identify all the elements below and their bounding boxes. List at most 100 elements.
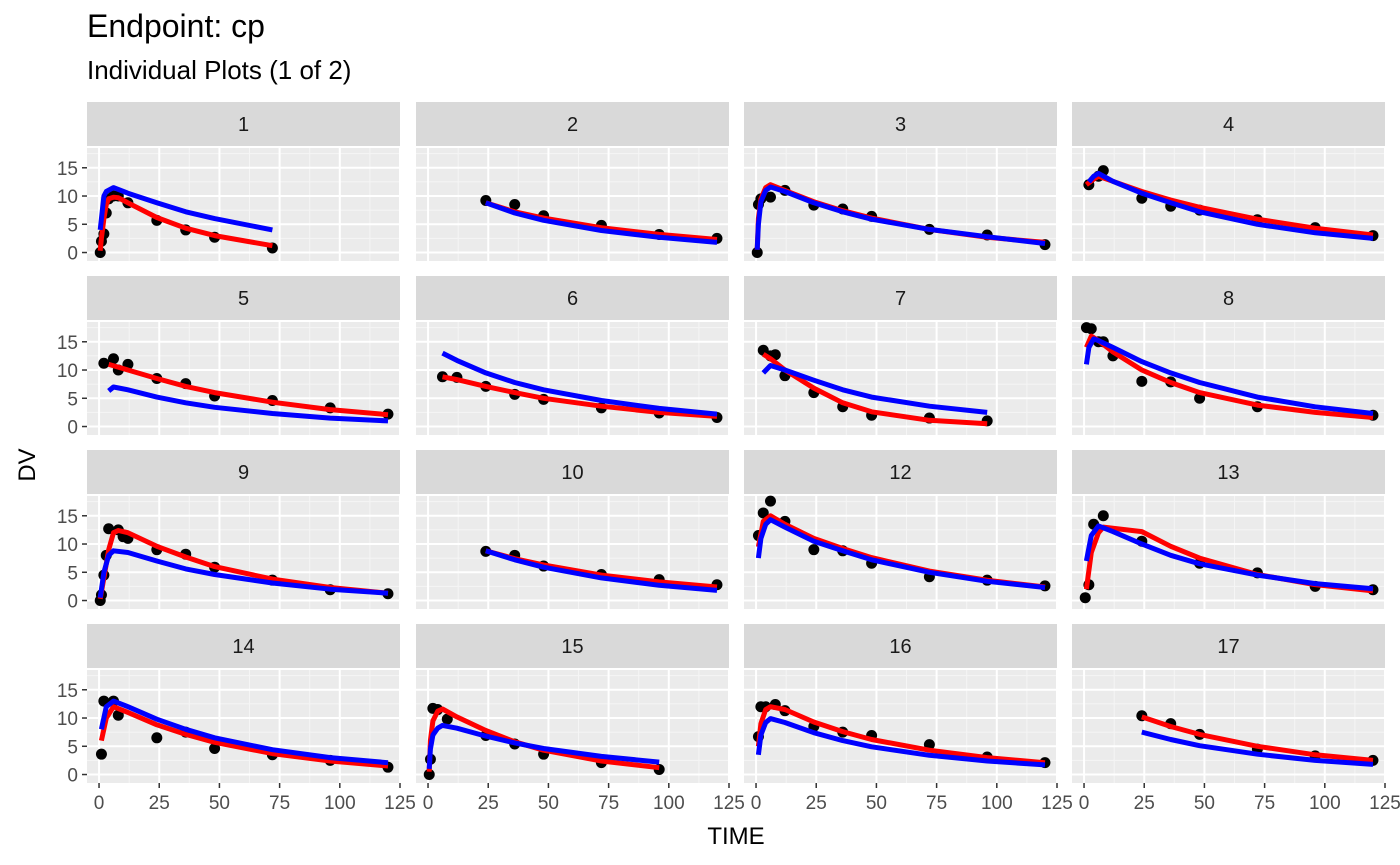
blue-line [1087,170,1374,241]
chart-title: Endpoint: cp [87,8,265,44]
blue-line [107,384,389,424]
x-tick-label: 75 [269,793,290,814]
y-tick-label: 5 [67,563,78,584]
panel-strip-label: 7 [895,288,906,310]
x-tick-label: 0 [1079,793,1090,814]
panel-strip-label: 13 [1217,462,1239,484]
panel-15: 15 0 25 50 75 100 125 [416,624,745,814]
observed-point [1136,375,1148,387]
blue-line [97,548,389,599]
x-tick-label: 125 [1041,793,1073,814]
y-tick-label: 15 [57,333,78,354]
panel-strip [87,624,400,668]
blue-line [98,698,389,766]
red-line [426,706,660,772]
panel-strip-label: 5 [238,288,249,310]
y-tick-label: 15 [57,507,78,528]
x-tick-label: 100 [981,793,1013,814]
y-axis-title: DV [14,448,41,481]
panel-background [1072,496,1385,609]
panel-8: 8 [1072,276,1386,435]
panel-3: 3 [744,102,1058,261]
x-tick-label: 75 [1254,793,1275,814]
panel-strip [87,102,400,146]
panel-6: 6 [416,276,730,435]
blue-line [1083,523,1374,592]
x-tick-label: 0 [751,793,762,814]
panel-background [744,496,1057,609]
x-tick-label: 50 [209,793,230,814]
panel-strip-label: 16 [889,636,911,658]
y-tick-label: 0 [67,592,78,613]
observed-point [1079,592,1091,604]
panel-16: 16 0 25 50 75 100 125 [744,624,1073,814]
panel-background [1072,148,1385,261]
observed-point [1085,323,1097,335]
x-tick-label: 125 [713,793,745,814]
x-tick-label: 75 [598,793,619,814]
panel-9: 9 0 5 10 15 [57,450,401,613]
observed-point [107,353,119,365]
panel-13: 13 [1072,450,1386,609]
blue-line [441,350,718,417]
panel-background [1072,322,1385,435]
panel-background [416,148,729,261]
panel-strip [744,276,1057,320]
observed-point [151,732,163,744]
y-tick-label: 10 [57,361,78,382]
x-tick-label: 50 [866,793,887,814]
y-tick-label: 10 [57,187,78,208]
observed-point [441,713,453,725]
panel-strip [416,624,729,668]
red-line [98,704,389,769]
panel-strip [416,102,729,146]
observed-point [751,247,763,259]
observed-point [509,199,521,210]
y-tick-label: 15 [57,159,78,180]
blue-line [97,185,273,233]
panel-17: 17 0 25 50 75 100 125 [1072,624,1400,814]
x-tick-label: 25 [806,793,827,814]
y-tick-label: 0 [67,418,78,439]
chart-subtitle: Individual Plots (1 of 2) [87,55,352,85]
panel-strip-label: 2 [567,114,578,136]
panel-strip-label: 9 [238,462,249,484]
blue-line [754,184,1046,250]
blue-line [484,200,718,245]
x-tick-label: 0 [94,793,105,814]
panel-14: 14 0 5 10 15 0 25 50 75 100 125 [57,624,416,814]
panel-strip [416,276,729,320]
blue-line [485,548,718,593]
red-line [442,374,718,419]
panel-strip-label: 17 [1217,636,1239,658]
panel-10: 10 [416,450,730,609]
panel-5: 5 0 5 10 15 [57,276,401,439]
panel-background [416,670,729,783]
panel-strip [744,102,1057,146]
x-tick-label: 0 [423,793,434,814]
panel-strip-label: 10 [561,462,583,484]
observed-point [764,495,776,507]
blue-line [1083,336,1374,416]
observed-point [209,743,221,755]
panel-4: 4 [1072,102,1386,261]
y-tick-label: 5 [67,215,78,236]
x-tick-label: 50 [1194,793,1215,814]
y-tick-label: 10 [57,535,78,556]
panel-strip [1072,450,1385,494]
panel-background [416,496,729,609]
observed-point [98,357,110,369]
y-tick-label: 5 [67,737,78,758]
observed-point [808,544,820,556]
x-tick-label: 75 [926,793,947,814]
blue-line [755,517,1046,590]
x-axis-title: TIME [707,823,764,850]
x-tick-label: 25 [149,793,170,814]
panel-background [87,670,400,783]
blue-line [755,716,1046,768]
x-tick-label: 125 [384,793,416,814]
panel-strip-label: 1 [238,114,249,136]
x-tick-label: 100 [324,793,356,814]
observed-point [1097,510,1109,522]
